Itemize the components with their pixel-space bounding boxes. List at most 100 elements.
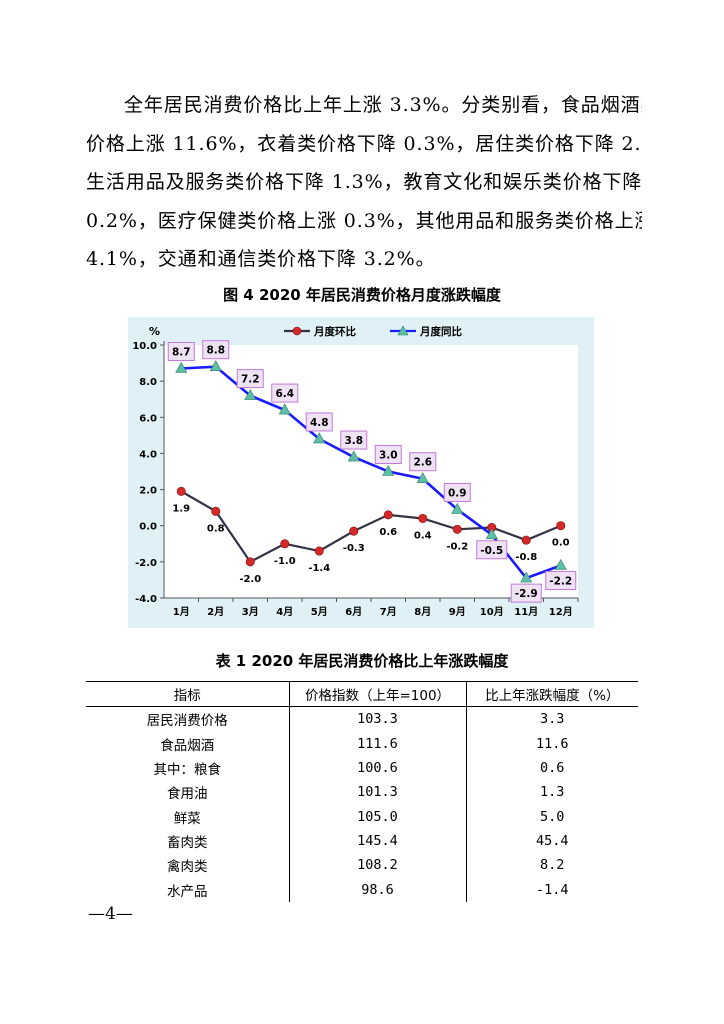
paragraph-line: 生活用品及服务类价格下降 1.3%，教育文化和娱乐类价格下降: [86, 171, 642, 194]
mom-data-label: -0.3: [343, 543, 365, 554]
change-cell: -1.4: [465, 877, 638, 902]
yoy-data-label: -2.2: [549, 575, 572, 587]
y-tick-label: 6.0: [139, 413, 157, 424]
yoy-data-point: [520, 571, 533, 583]
yoy-data-label-box: [510, 583, 542, 603]
yoy-data-point: [382, 464, 395, 476]
cpi-table: 指标 价格指数（上年=100） 比上年涨跌幅度（%） 居民消费价格 103.3 …: [86, 680, 638, 902]
index-cell: 108.2: [288, 853, 466, 878]
x-tick-label: 9月: [449, 606, 466, 618]
yoy-data-label-box: [443, 482, 471, 502]
table-row: 居民消费价格 103.3 3.3: [86, 706, 638, 732]
mom-data-point: [176, 486, 186, 496]
x-tick-label: 5月: [311, 606, 328, 618]
yoy-data-point: [175, 361, 188, 373]
x-tick-label: 12月: [549, 606, 573, 618]
table-header-row: 指标 价格指数（上年=100） 比上年涨跌幅度（%）: [86, 680, 638, 708]
indicator-cell: 鲜菜: [173, 810, 201, 827]
change-cell: 1.3: [465, 780, 638, 805]
yoy-data-label-box: [545, 570, 577, 590]
mom-data-label: 1.9: [172, 503, 190, 514]
mom-series-line: [180, 490, 562, 564]
y-tick-label: 10.0: [132, 341, 157, 352]
y-tick-label: -2.0: [135, 558, 157, 569]
yoy-data-point: [209, 360, 222, 371]
yoy-data-label: 8.8: [206, 345, 225, 357]
yoy-data-label: 6.4: [275, 388, 294, 400]
change-cell: 3.3: [465, 706, 638, 732]
indicator-cell: 其中：粮食: [153, 762, 222, 779]
yoy-data-label: -0.5: [480, 545, 503, 557]
index-cell: 145.4: [288, 828, 466, 854]
y-tick-label: -4.0: [135, 594, 157, 605]
mom-data-label: -0.2: [446, 541, 468, 552]
yoy-data-label: 0.9: [448, 487, 467, 499]
index-cell: 103.3: [288, 706, 466, 732]
yoy-data-point: [313, 432, 326, 444]
yoy-data-label: 2.6: [413, 457, 432, 469]
table-row: 食品烟酒 111.6 11.6: [86, 731, 638, 756]
yoy-data-point: [244, 388, 257, 400]
index-cell: 100.6: [288, 755, 466, 781]
mom-data-label: -1.0: [274, 556, 296, 567]
index-cell: 111.6: [288, 731, 466, 756]
summary-paragraph: 全年居民消费价格比上年上涨 3.3%。分类别看，食品烟酒类 价格上涨 11.6%…: [86, 86, 642, 279]
indicator-cell: 水产品: [167, 883, 208, 900]
mom-data-point: [556, 521, 566, 531]
yoy-data-label-box: [271, 383, 299, 403]
mom-data-point: [383, 510, 393, 520]
y-tick-label: 8.0: [139, 377, 157, 388]
indicator-cell: 禽肉类: [167, 859, 208, 876]
y-tick-label: 0.0: [139, 522, 157, 533]
y-tick-label: 2.0: [139, 486, 157, 497]
index-cell: 98.6: [288, 877, 466, 902]
x-tick-label: 10月: [480, 606, 504, 618]
table-row: 禽肉类 108.2 8.2: [86, 853, 638, 878]
yoy-data-label: 8.7: [172, 346, 191, 358]
x-tick-label: 4月: [276, 606, 293, 618]
table-row: 鲜菜 105.0 5.0: [86, 804, 638, 829]
yoy-data-point: [347, 450, 360, 462]
yoy-data-label-box: [476, 540, 508, 560]
table-row: 水产品 98.6 -1.4: [86, 877, 638, 902]
table-row: 畜肉类 145.4 45.4: [86, 828, 638, 854]
indicator-cell: 食品烟酒: [160, 737, 215, 754]
mom-data-point: [211, 506, 221, 516]
indicator-cell: 居民消费价格: [146, 713, 228, 730]
monthly-cpi-line-chart: % 10.0 8.0 6.0 4.0 2.0 0.0 -2.0 -4.0 1月 2月 3月 4月 5月 6月…: [128, 317, 594, 628]
x-tick-label: 1月: [173, 606, 190, 618]
yoy-data-label-box: [409, 452, 437, 472]
legend-marker: [397, 325, 409, 336]
yoy-data-label: 3.0: [379, 450, 398, 462]
change-cell: 45.4: [465, 828, 638, 854]
figure-title: 图 4 2020 年居民消费价格月度涨跌幅度: [223, 286, 501, 304]
column-header: 比上年涨跌幅度（%）: [465, 680, 638, 708]
yoy-data-label: -2.9: [515, 588, 538, 600]
change-cell: 5.0: [465, 804, 638, 829]
y-tick-label: 4.0: [139, 449, 157, 460]
legend-marker: [292, 326, 302, 336]
paragraph-line: 4.1%，交通和通信类价格下降 3.2%。: [86, 248, 436, 271]
mom-data-point: [314, 546, 324, 556]
column-header: 指标: [86, 680, 289, 708]
legend-label: 月度环比: [313, 325, 356, 338]
yoy-data-label: 4.8: [310, 417, 329, 429]
table-row: 其中：粮食 100.6 0.6: [86, 755, 638, 781]
indicator-cell: 畜肉类: [167, 834, 208, 851]
mom-data-label: 0.8: [207, 523, 225, 534]
yoy-data-point: [416, 472, 429, 484]
x-tick-label: 8月: [414, 606, 431, 618]
mom-data-point: [280, 539, 290, 549]
yoy-data-point: [554, 558, 567, 570]
index-cell: 101.3: [288, 780, 466, 805]
column-header: 价格指数（上年=100）: [288, 680, 466, 708]
mom-data-point: [452, 524, 462, 534]
yoy-data-point: [485, 528, 498, 540]
yoy-data-point: [278, 403, 291, 415]
change-cell: 0.6: [465, 755, 638, 781]
yoy-data-label-box: [374, 445, 402, 464]
x-tick-label: 6月: [345, 606, 362, 618]
yoy-data-label-box: [305, 412, 333, 432]
mom-data-label: 0.0: [552, 538, 570, 549]
paragraph-line: 0.2%，医疗保健类价格上涨 0.3%，其他用品和服务类价格上涨: [86, 209, 642, 232]
